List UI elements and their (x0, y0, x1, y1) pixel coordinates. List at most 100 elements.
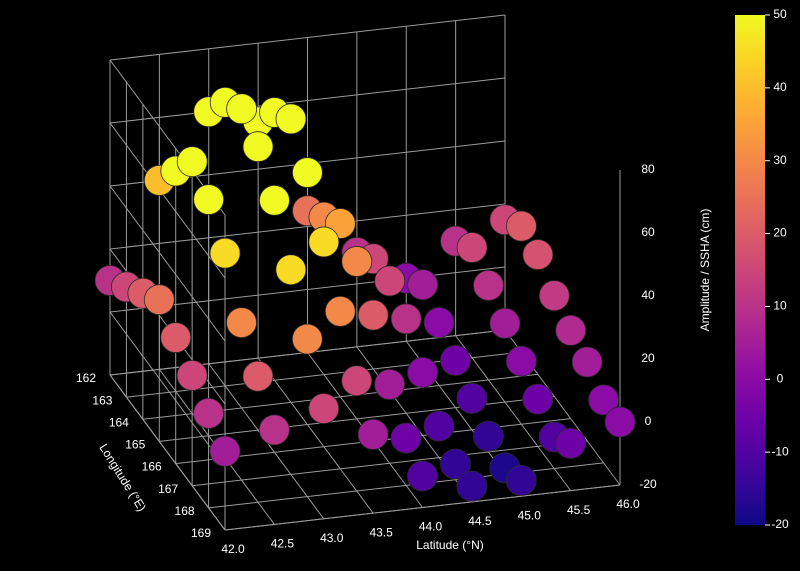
point (193, 184, 225, 215)
colorbar (735, 15, 765, 525)
point (423, 307, 455, 338)
point (604, 406, 636, 438)
y-tick-label: 165 (125, 438, 145, 452)
point (571, 346, 603, 378)
x-tick-label: 44.0 (419, 520, 443, 534)
z-tick-label: 20 (641, 351, 655, 365)
point (407, 269, 439, 301)
point (390, 303, 422, 335)
point (390, 422, 422, 454)
grid-line (109, 14, 506, 61)
colorbar-tick-label: 20 (773, 226, 787, 240)
point (407, 357, 438, 388)
point (357, 418, 389, 450)
axis-line (224, 484, 621, 531)
point (176, 146, 208, 178)
point (209, 237, 241, 269)
x-tick-label: 43.0 (320, 531, 344, 545)
point (374, 265, 406, 297)
y-axis-label: Longitude (°E) (96, 441, 149, 514)
point (473, 270, 504, 301)
z-tick-label: 40 (641, 288, 655, 302)
z-tick-label: 60 (641, 225, 655, 239)
point (522, 383, 554, 415)
point (226, 93, 258, 125)
point (588, 384, 619, 416)
point (143, 284, 175, 316)
colorbar-tick-label: 0 (777, 371, 784, 385)
grid-line (109, 266, 506, 313)
point (555, 314, 587, 346)
x-axis-label: Latitude (°N) (416, 538, 484, 552)
colorbar-tick-label: 40 (773, 80, 787, 94)
point (292, 157, 323, 188)
point (423, 410, 455, 442)
x-tick-label: 45.0 (518, 508, 542, 522)
x-tick-label: 45.5 (567, 503, 591, 517)
colorbar-tick-label: -10 (771, 444, 789, 458)
point (242, 131, 274, 163)
grid-line (109, 77, 506, 124)
point (324, 295, 356, 327)
y-tick-label: 168 (175, 504, 195, 518)
point (357, 299, 389, 331)
grid-line (455, 335, 572, 491)
point (308, 393, 340, 424)
grid-line (109, 185, 226, 342)
y-tick-label: 162 (76, 371, 96, 385)
y-tick-label: 163 (92, 393, 112, 407)
grid-line (192, 440, 588, 487)
point (275, 103, 307, 135)
x-tick-label: 46.0 (616, 497, 640, 511)
grid-line (109, 311, 226, 468)
point (160, 322, 192, 353)
colorbar-tick-label: 50 (773, 7, 787, 21)
point (258, 414, 290, 446)
grid-line (109, 122, 226, 279)
point (341, 246, 373, 277)
point (291, 323, 323, 355)
point (522, 239, 554, 270)
colorbar-tick-label: -20 (771, 517, 789, 531)
point (440, 345, 471, 376)
point (308, 226, 340, 258)
point (506, 210, 537, 242)
point (341, 365, 373, 397)
point (505, 345, 537, 377)
point (456, 232, 488, 263)
point (505, 465, 537, 496)
colorbar-tick-label: 30 (773, 153, 787, 167)
point (456, 470, 488, 502)
grid-line (109, 203, 506, 250)
point (489, 307, 521, 339)
point (374, 369, 406, 400)
point (226, 307, 257, 338)
point (440, 448, 471, 480)
y-tick-label: 167 (158, 482, 178, 496)
x-tick-label: 42.0 (221, 542, 245, 556)
x-tick-label: 43.5 (369, 525, 393, 539)
point (176, 360, 208, 391)
grid-line (257, 357, 374, 514)
point (242, 360, 274, 392)
point (472, 420, 504, 452)
axis-line (109, 374, 226, 531)
grid-line (208, 462, 604, 509)
point (275, 254, 307, 286)
point (456, 382, 488, 414)
colorbar-tick-label: 10 (773, 299, 787, 313)
x-tick-label: 44.5 (468, 514, 492, 528)
z-tick-label: 80 (641, 162, 655, 176)
colorbar-label: Amplitude / SSHA (cm) (698, 209, 712, 332)
z-tick-label: 0 (645, 414, 652, 428)
point (193, 397, 224, 429)
point (407, 460, 438, 492)
point (555, 427, 587, 459)
y-tick-label: 164 (109, 415, 129, 429)
z-tick-label: -20 (639, 477, 657, 491)
y-tick-label: 166 (142, 460, 162, 474)
point (538, 280, 570, 312)
point (209, 435, 241, 467)
point (259, 184, 290, 216)
